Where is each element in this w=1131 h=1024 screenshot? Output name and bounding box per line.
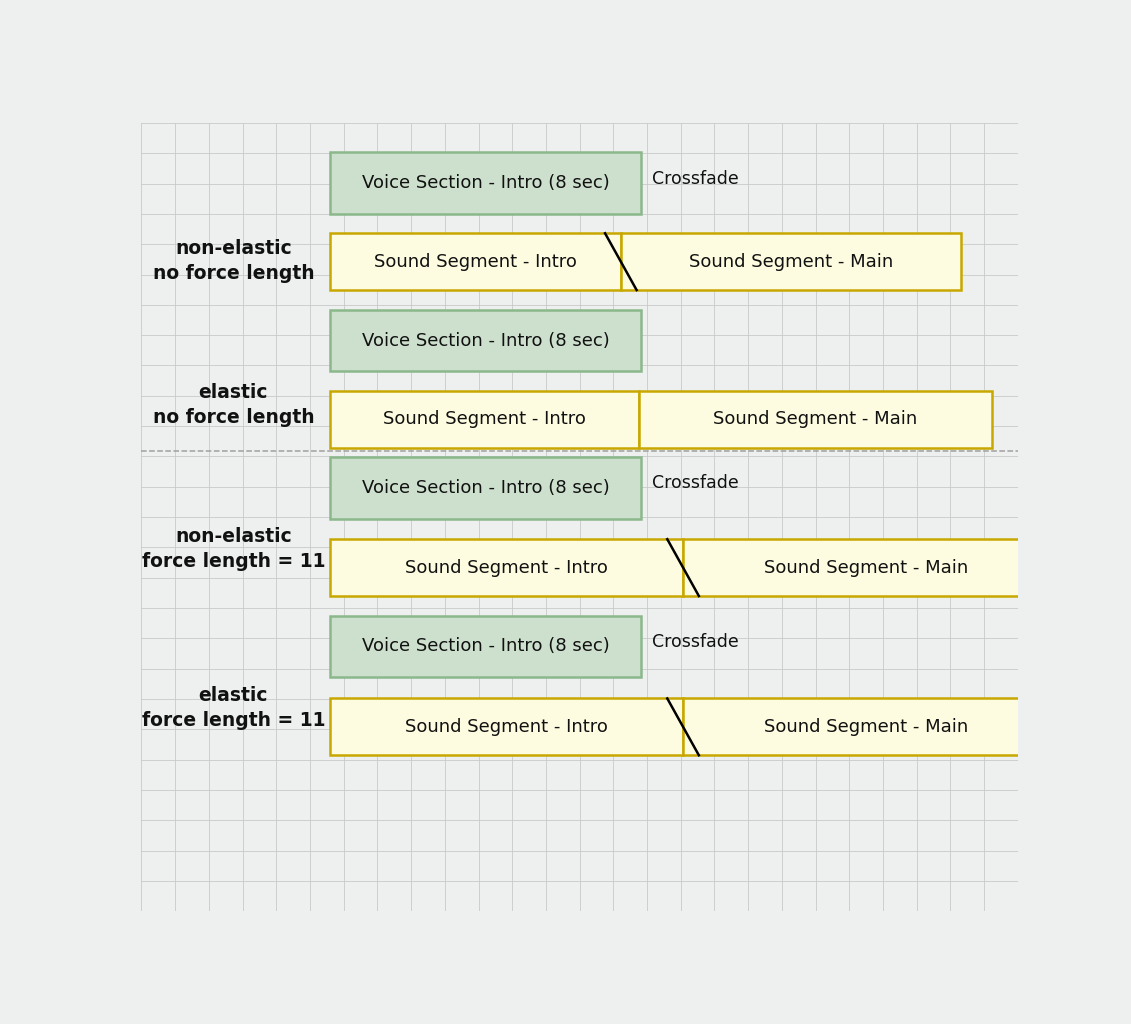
- Text: Sound Segment - Intro: Sound Segment - Intro: [383, 411, 586, 428]
- Text: Crossfade: Crossfade: [653, 170, 740, 187]
- Text: Crossfade: Crossfade: [653, 474, 740, 493]
- Bar: [330, 391, 639, 447]
- Bar: [639, 391, 992, 447]
- Text: non-elastic
force length = 11: non-elastic force length = 11: [141, 526, 325, 570]
- Bar: [330, 309, 641, 372]
- Text: Voice Section - Intro (8 sec): Voice Section - Intro (8 sec): [362, 637, 610, 655]
- Text: non-elastic
no force length: non-elastic no force length: [153, 239, 314, 283]
- Bar: [330, 152, 641, 214]
- Text: Voice Section - Intro (8 sec): Voice Section - Intro (8 sec): [362, 479, 610, 497]
- Bar: [330, 457, 641, 519]
- Bar: [330, 233, 621, 290]
- Bar: [683, 698, 1048, 756]
- Bar: [621, 233, 961, 290]
- Text: Sound Segment - Main: Sound Segment - Main: [714, 411, 917, 428]
- Text: Sound Segment - Main: Sound Segment - Main: [763, 558, 968, 577]
- Text: Sound Segment - Intro: Sound Segment - Intro: [405, 558, 607, 577]
- Text: elastic
force length = 11: elastic force length = 11: [141, 686, 325, 730]
- Text: Sound Segment - Main: Sound Segment - Main: [763, 718, 968, 736]
- Text: elastic
no force length: elastic no force length: [153, 383, 314, 427]
- Text: Sound Segment - Main: Sound Segment - Main: [689, 253, 893, 270]
- Text: Crossfade: Crossfade: [653, 633, 740, 650]
- Bar: [683, 540, 1048, 596]
- Bar: [330, 698, 683, 756]
- Text: Sound Segment - Intro: Sound Segment - Intro: [405, 718, 607, 736]
- Text: Voice Section - Intro (8 sec): Voice Section - Intro (8 sec): [362, 332, 610, 349]
- Bar: [330, 540, 683, 596]
- Bar: [330, 615, 641, 677]
- Text: Voice Section - Intro (8 sec): Voice Section - Intro (8 sec): [362, 174, 610, 191]
- Text: Sound Segment - Intro: Sound Segment - Intro: [374, 253, 577, 270]
